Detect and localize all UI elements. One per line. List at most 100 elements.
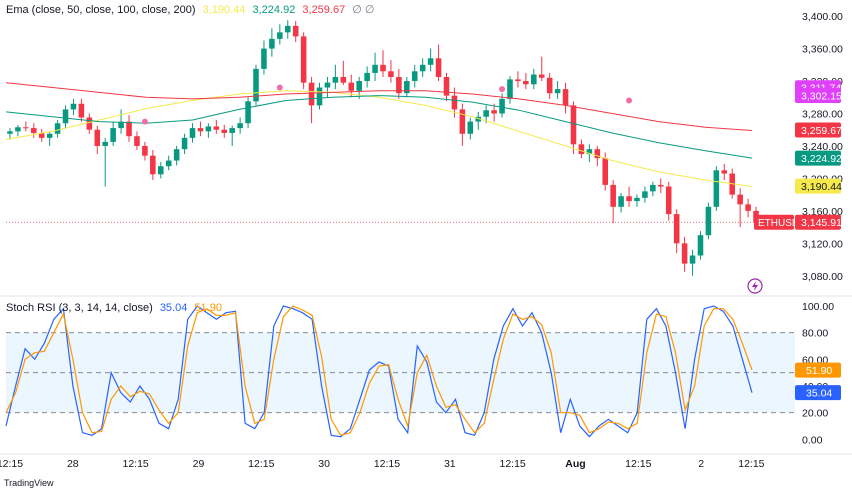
crossover-marker	[626, 97, 633, 104]
candle-body	[261, 48, 267, 69]
candle-body	[396, 76, 402, 94]
candle-body	[491, 110, 497, 114]
tradingview-logo: TradingView	[4, 478, 54, 488]
candle-body	[459, 109, 466, 134]
crossover-marker	[141, 118, 148, 125]
candle-body	[332, 76, 339, 83]
candle-body	[340, 76, 347, 83]
candle-body	[31, 128, 37, 133]
candle-body	[23, 127, 29, 129]
candle-body	[348, 82, 355, 91]
candle-body	[15, 127, 21, 132]
candle-body	[451, 95, 458, 110]
candle-body	[626, 196, 632, 202]
candle-body	[562, 89, 569, 106]
stoch-rsi-k-value: 35.04	[159, 302, 188, 314]
candle-body	[165, 160, 172, 167]
stoch-rsi-legend[interactable]: Stoch RSI (3, 3, 14, 14, close) 35.04 51…	[6, 302, 226, 314]
candle-body	[62, 109, 69, 124]
candle-body	[46, 133, 53, 138]
price-tag-bg	[795, 122, 841, 138]
candle-body	[737, 194, 743, 205]
price-tag-bg	[795, 150, 841, 166]
candle-body	[277, 32, 283, 39]
candle-body	[475, 116, 482, 122]
candle-body	[681, 243, 688, 264]
price-tag-label: 3,190.44	[801, 181, 842, 193]
time-tick-label: 12:15	[499, 458, 525, 470]
price-tag-bg	[795, 178, 841, 194]
candle-body	[705, 206, 712, 236]
lightning-icon-ring	[747, 278, 763, 294]
candle-body	[404, 81, 410, 94]
ema100-legend-value: 3,224.92	[252, 4, 296, 16]
candle-body	[205, 126, 212, 132]
candle-body	[213, 126, 220, 130]
ema200-line	[5, 82, 753, 131]
candle-body	[467, 121, 474, 134]
stoch-tick-label: 100.00	[802, 301, 834, 313]
candle-body	[94, 129, 101, 146]
price-tag-label: 3,302.15	[801, 91, 842, 103]
candle-body	[54, 123, 61, 134]
price-tick-label: 3,280.00	[802, 108, 843, 120]
candle-body	[650, 184, 656, 192]
symbol-tag-bg	[754, 214, 794, 230]
stoch-K-line	[5, 305, 753, 438]
candle-body	[372, 64, 378, 73]
ema200-legend-value: 3,259.67	[302, 4, 346, 16]
candle-body	[380, 64, 386, 72]
time-tick-label: 12:15	[374, 458, 400, 470]
candle-body	[388, 71, 394, 77]
candle-body	[7, 131, 13, 134]
candle-body	[126, 121, 132, 137]
candle-body	[142, 145, 148, 156]
candle-body	[173, 149, 180, 161]
price-tag-bg	[795, 88, 841, 104]
candle-body	[594, 149, 601, 159]
candle-body	[538, 74, 545, 78]
stoch-tick-label: 20.00	[802, 408, 828, 420]
candle-body	[483, 110, 489, 117]
candle-body	[245, 101, 251, 124]
candle-body	[316, 87, 323, 106]
candle-body	[364, 72, 370, 82]
candle-body	[427, 58, 434, 65]
price-tick-label: 3,080.00	[802, 271, 843, 283]
ema50-line	[5, 90, 753, 187]
stoch-k-tag-label: 35.04	[806, 388, 832, 400]
crossover-marker	[276, 84, 283, 91]
candle-body	[515, 79, 521, 82]
candle-body	[38, 132, 45, 138]
price-tick-label: 3,120.00	[802, 238, 843, 250]
candle-body	[523, 81, 529, 85]
candle-body	[658, 184, 664, 187]
stoch-tick-label: 80.00	[802, 328, 828, 340]
stoch-rsi-d-value: 51.90	[194, 302, 222, 314]
candle-body	[78, 103, 85, 118]
candle-body	[292, 25, 299, 37]
candle-body	[102, 141, 108, 146]
price-tick-label: 3,400.00	[802, 11, 843, 23]
ema-legend-title: Ema (close, 50, close, 100, close, 200)	[6, 4, 196, 16]
stoch-k-tag-bg	[795, 385, 841, 401]
candle-body	[253, 68, 259, 102]
stoch-D-line	[5, 305, 753, 436]
time-tick-label: 29	[193, 458, 205, 470]
candle-body	[197, 128, 204, 132]
candle-body	[150, 155, 156, 175]
candle-body	[745, 204, 751, 211]
candle-body	[665, 186, 672, 215]
candle-body	[673, 214, 680, 244]
candle-body	[570, 105, 577, 145]
candle-body	[221, 129, 228, 133]
ema-extra-legend-value: ∅ ∅	[352, 4, 375, 16]
price-tick-label: 3,240.00	[802, 141, 843, 153]
candle-body	[411, 71, 418, 82]
ema-legend[interactable]: Ema (close, 50, close, 100, close, 200) …	[6, 3, 379, 16]
time-tick-label: 12:15	[248, 458, 274, 470]
candle-body	[721, 170, 728, 174]
lightning-icon	[747, 278, 763, 294]
